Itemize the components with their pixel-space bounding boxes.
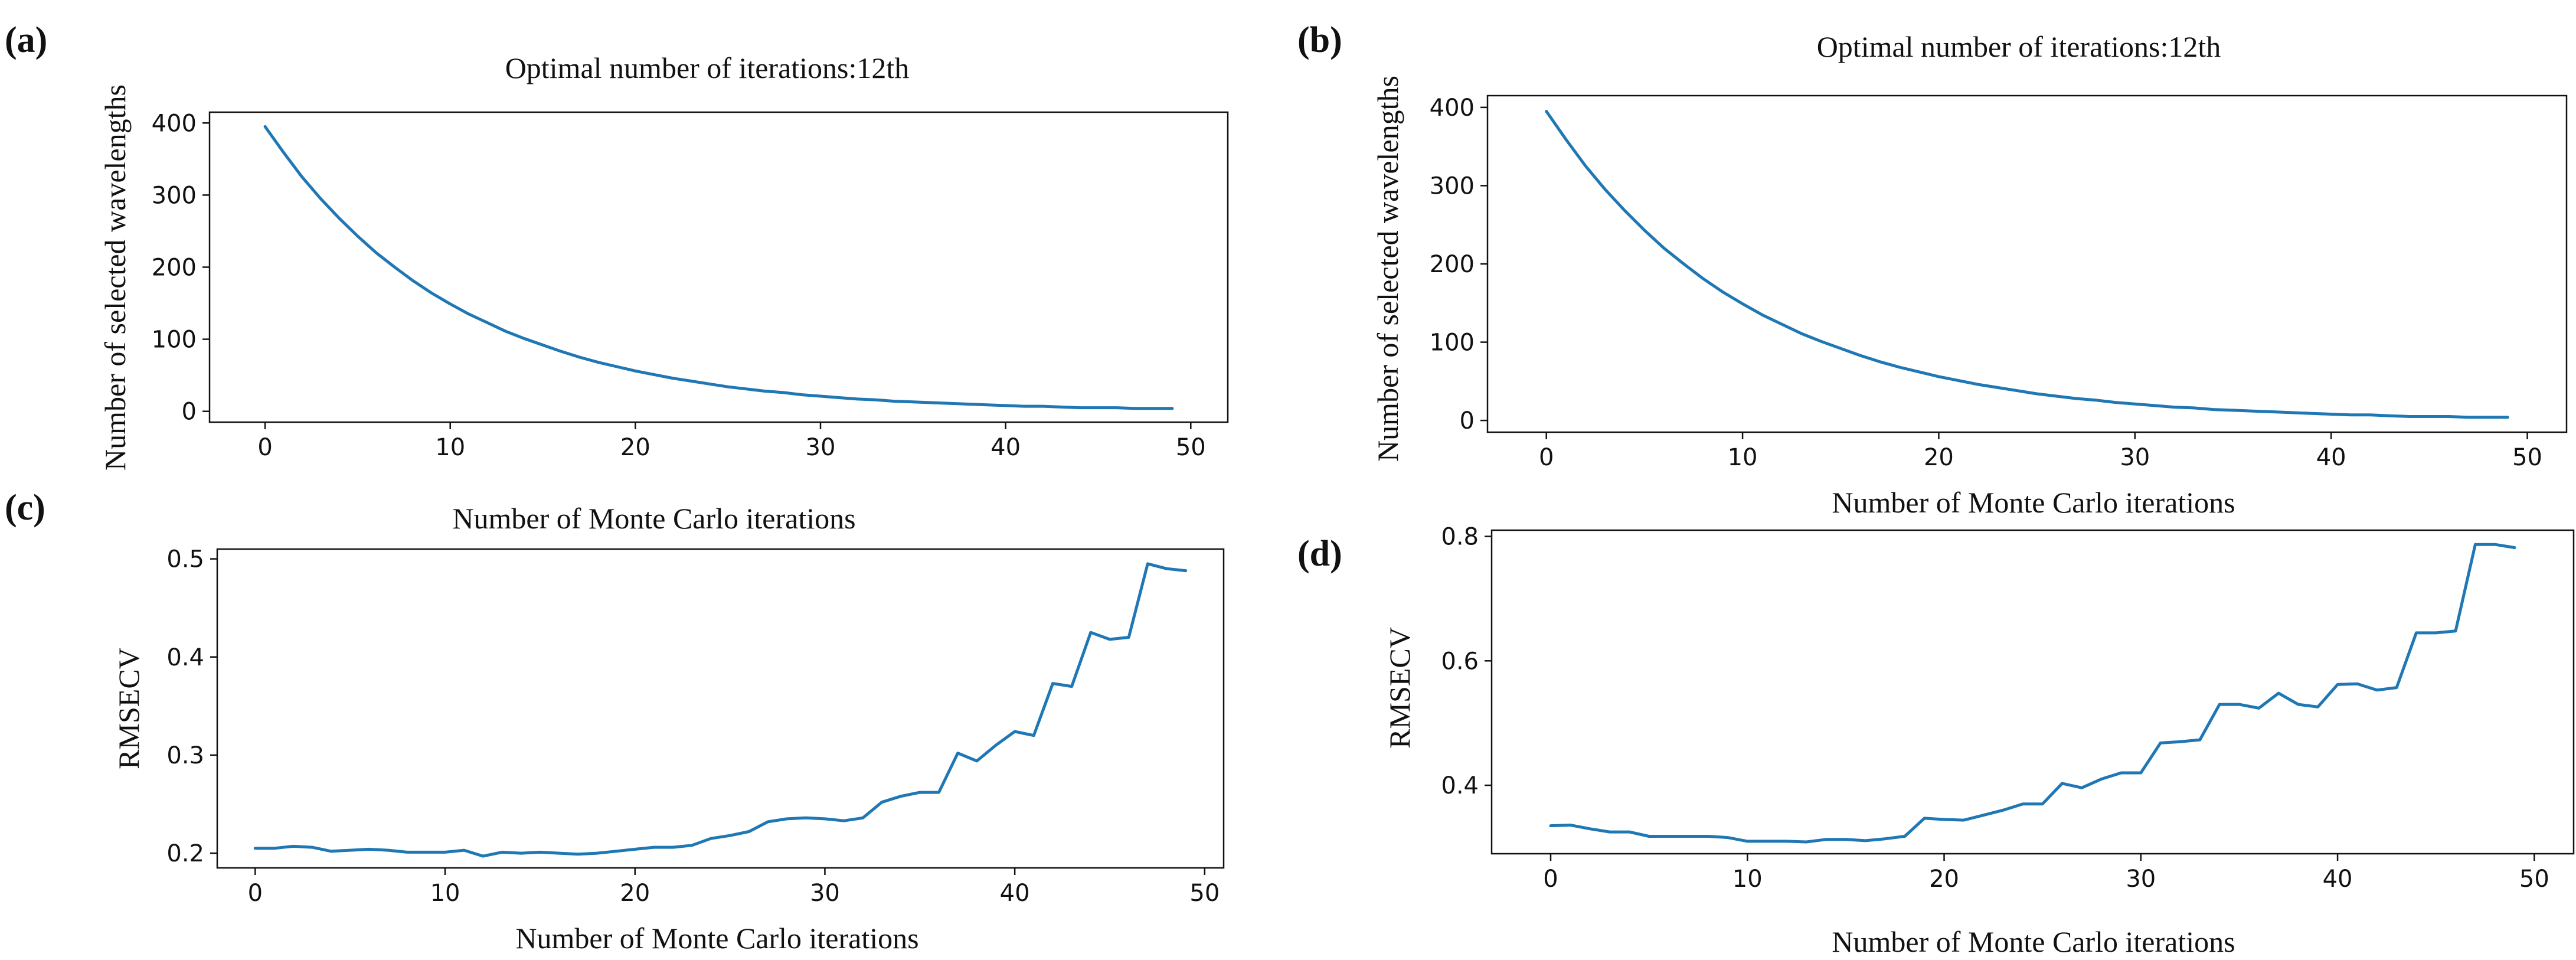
plot-frame-b <box>1486 94 2568 433</box>
plot-frame-a <box>208 111 1229 423</box>
x-tick-label-d: 20 <box>1929 866 1959 893</box>
x-tick-label-c: 40 <box>1000 880 1030 907</box>
chart-title-b: Optimal number of iterations:12th <box>1817 30 2221 63</box>
x-tick-label-d: 30 <box>2126 866 2156 893</box>
y-tick-label-d: 0.8 <box>1441 524 1479 551</box>
x-tick-label-b: 20 <box>1924 444 1954 471</box>
ticks-c: 0 10 20 30 40 50 0.2 0.3 0.4 0.5 <box>166 546 1220 907</box>
x-tick-label-a: 50 <box>1176 434 1206 461</box>
x-tick-label-d: 50 <box>2519 866 2549 893</box>
x-tick-label-a: 40 <box>990 434 1021 461</box>
x-tick-label-a: 10 <box>435 434 465 461</box>
y-tick-label-c: 0.3 <box>166 742 204 769</box>
panel-a: (a) Optimal number of iterations:12th Nu… <box>5 20 1229 471</box>
y-axis-label-c: RMSECV <box>112 648 145 769</box>
y-tick-label-c: 0.4 <box>166 644 204 671</box>
y-tick-label-b: 100 <box>1430 329 1475 357</box>
series-line-b <box>1545 110 2509 419</box>
y-axis-label-d: RMSECV <box>1383 627 1416 749</box>
y-tick-label-d: 0.6 <box>1441 648 1479 675</box>
x-tick-label-c: 10 <box>430 880 460 907</box>
y-axis-label-b: Number of selected wavelengths <box>1371 76 1404 462</box>
y-tick-label-c: 0.2 <box>166 840 204 867</box>
x-tick-label-b: 40 <box>2316 444 2346 471</box>
panel-b: (b) Optimal number of iterations:12th Nu… <box>1297 20 2568 519</box>
x-tick-label-d: 10 <box>1732 866 1763 893</box>
y-tick-label-a: 200 <box>152 254 197 282</box>
y-tick-label-b: 200 <box>1430 251 1475 278</box>
panel-label-b: (b) <box>1297 20 1342 60</box>
y-tick-label-b: 300 <box>1430 172 1475 200</box>
y-tick-label-a: 400 <box>152 110 197 137</box>
x-tick-label-a: 0 <box>257 434 272 461</box>
x-axis-label-b: Number of Monte Carlo iterations <box>1832 486 2235 519</box>
ticks-a: 0 10 20 30 40 50 0 100 200 300 400 <box>152 110 1206 461</box>
ticks-d: 0 10 20 30 40 50 0.4 0.6 0.8 <box>1441 524 2549 893</box>
x-tick-label-c: 20 <box>620 880 650 907</box>
series-line-d <box>1549 543 2516 844</box>
panel-label-a: (a) <box>5 20 47 60</box>
series-line-c <box>253 562 1188 858</box>
series-line-a <box>263 125 1174 410</box>
y-tick-label-a: 100 <box>152 326 197 354</box>
plot-frame-d <box>1490 529 2575 855</box>
chart-title-a: Optimal number of iterations:12th <box>505 51 910 84</box>
panel-c: (c) Number of Monte Carlo iterations RMS… <box>5 488 1225 955</box>
chart-title-c: Number of Monte Carlo iterations <box>452 502 855 535</box>
y-tick-label-b: 0 <box>1460 407 1475 435</box>
y-tick-label-a: 300 <box>152 182 197 209</box>
y-tick-label-d: 0.4 <box>1441 772 1479 799</box>
x-tick-label-b: 50 <box>2512 444 2542 471</box>
y-tick-label-a: 0 <box>182 399 197 426</box>
x-tick-label-a: 30 <box>806 434 836 461</box>
y-tick-label-b: 400 <box>1430 94 1475 122</box>
x-tick-label-c: 0 <box>248 880 263 907</box>
x-axis-label-c: Number of Monte Carlo iterations <box>515 922 918 955</box>
ticks-b: 0 10 20 30 40 50 0 100 200 300 400 <box>1430 94 2542 471</box>
panel-d: (d) RMSECV Number of Monte Carlo iterati… <box>1297 524 2575 958</box>
x-tick-label-b: 10 <box>1728 444 1758 471</box>
x-tick-label-c: 50 <box>1189 880 1220 907</box>
x-tick-label-b: 30 <box>2120 444 2150 471</box>
y-axis-label-a: Number of selected wavelengths <box>99 84 132 471</box>
x-tick-label-d: 40 <box>2323 866 2353 893</box>
x-tick-label-a: 20 <box>620 434 650 461</box>
x-tick-label-d: 0 <box>1543 866 1558 893</box>
plot-frame-c <box>216 548 1225 869</box>
panel-label-c: (c) <box>5 488 45 528</box>
x-tick-label-b: 0 <box>1539 444 1554 471</box>
x-tick-label-c: 30 <box>810 880 840 907</box>
x-axis-label-d: Number of Monte Carlo iterations <box>1832 925 2235 958</box>
panel-label-d: (d) <box>1297 534 1342 574</box>
y-tick-label-c: 0.5 <box>166 546 204 573</box>
